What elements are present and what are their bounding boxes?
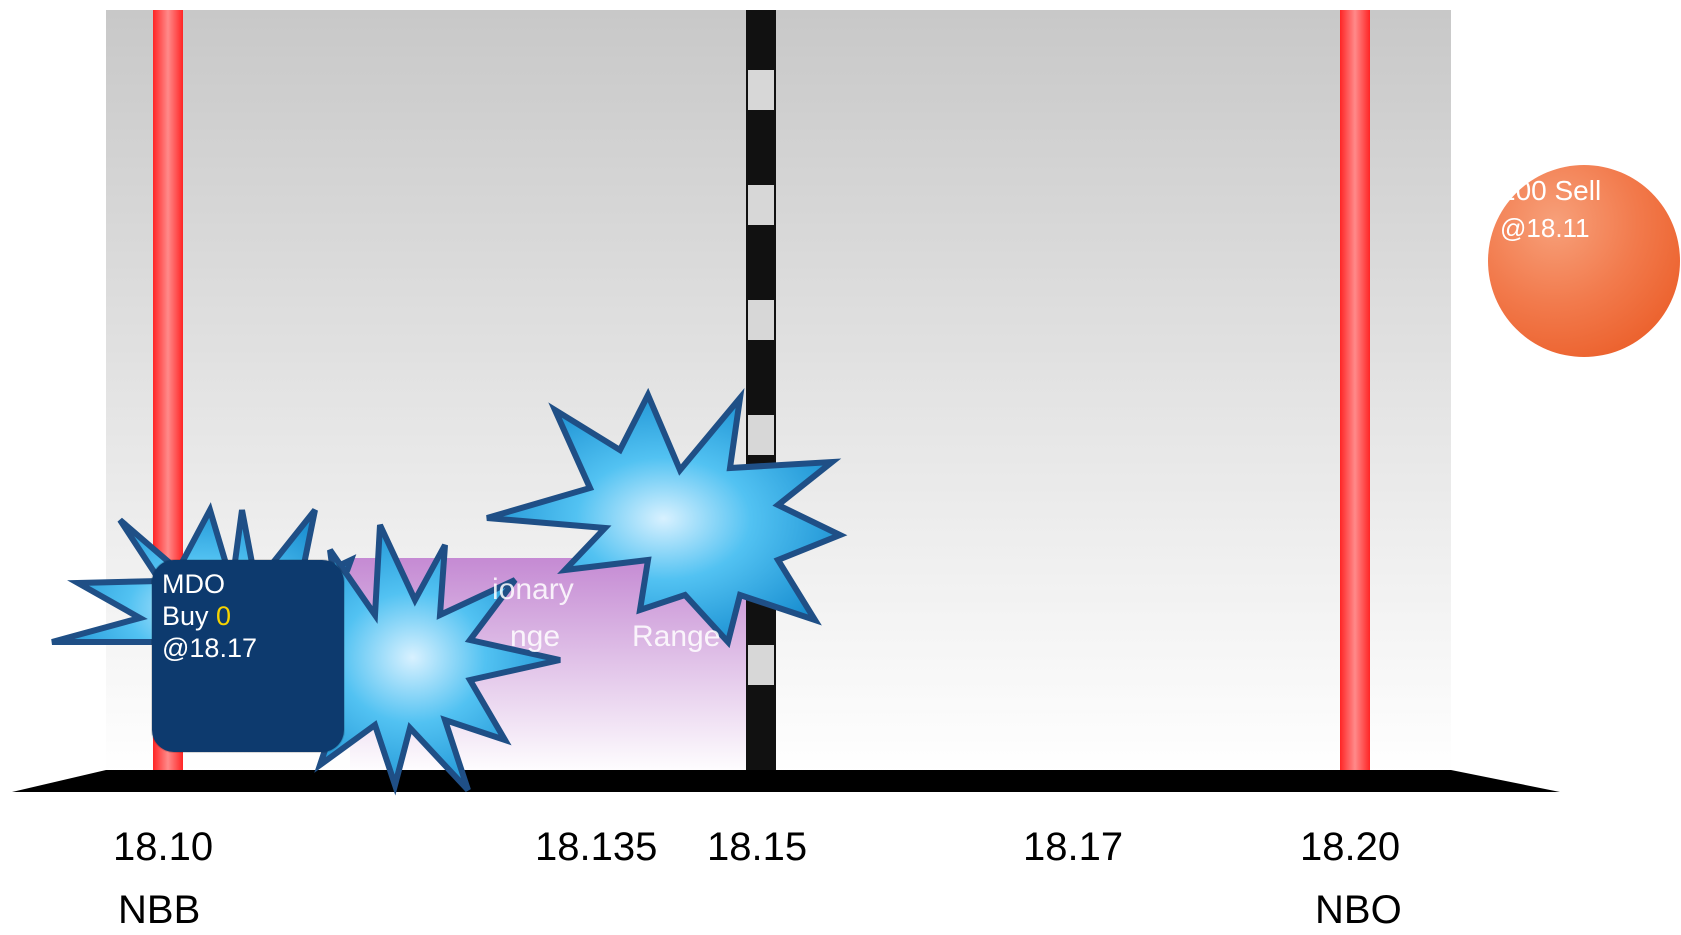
nbo-line	[1340, 10, 1370, 780]
band-text-a: ionary	[492, 573, 574, 606]
sell-quantity: 200 Sell	[1500, 175, 1602, 206]
band-text-b: nge	[510, 620, 561, 653]
nbb-label: NBB	[118, 888, 201, 932]
mdo-side: Buy	[162, 601, 209, 631]
mdo-side-line: Buy 0	[162, 600, 334, 632]
nbo-label: NBO	[1315, 888, 1402, 932]
sell-price: @18.11	[1500, 213, 1590, 243]
tick-label: 18.10	[113, 825, 214, 869]
band-text-c: Range	[632, 620, 721, 653]
axis-baseline	[12, 770, 1560, 792]
burst-icon	[486, 387, 848, 649]
mdo-label: MDO	[162, 569, 225, 599]
mdo-price: @18.17	[162, 633, 257, 663]
mdo-quantity: 0	[216, 601, 232, 631]
mdo-order-box: MDO Buy 0 @18.17	[152, 560, 344, 752]
tick-label: 18.20	[1300, 825, 1401, 869]
midpoint-line	[746, 10, 776, 780]
tick-label: 18.135	[535, 825, 658, 869]
tick-label: 18.17	[1023, 825, 1124, 869]
tick-label: 18.15	[707, 825, 808, 869]
sell-order-bubble: 200 Sell @18.11	[1488, 165, 1680, 357]
